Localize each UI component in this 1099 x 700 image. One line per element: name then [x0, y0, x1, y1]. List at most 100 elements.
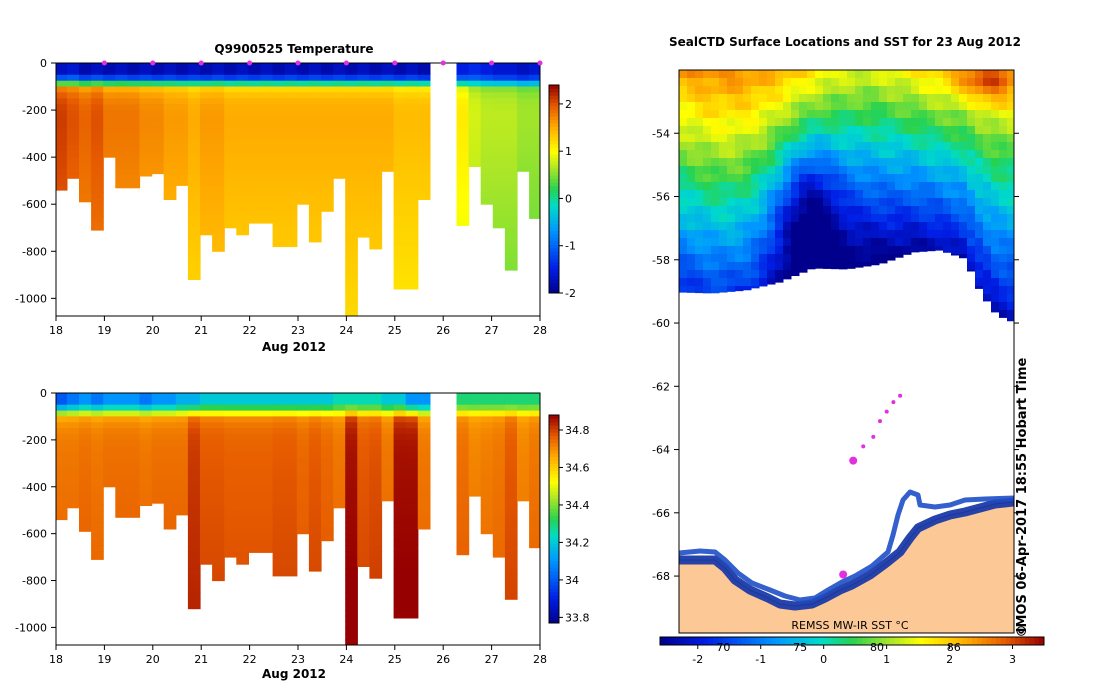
s-cell — [236, 516, 249, 523]
sst-cell — [975, 238, 984, 247]
y-tick-label: -200 — [22, 104, 47, 117]
sst-cell — [679, 246, 688, 255]
sst-cell — [895, 86, 904, 95]
colorbar-segment — [549, 473, 559, 478]
s-cell — [236, 445, 249, 453]
t-cell — [151, 110, 165, 117]
surface-marker — [537, 60, 543, 66]
sst-cell — [863, 158, 872, 167]
sst-cell — [935, 198, 944, 207]
s-cell — [405, 504, 419, 511]
sst-cell — [703, 278, 712, 287]
t-cell — [393, 280, 407, 288]
t-cell — [248, 145, 262, 152]
s-cell — [91, 439, 104, 447]
t-cell — [405, 268, 419, 276]
s-cell — [321, 404, 334, 412]
sst-cell — [991, 102, 1000, 111]
sst-cell — [911, 182, 920, 191]
sst-cell — [911, 78, 920, 87]
sst-cell — [767, 254, 776, 263]
t-cell — [480, 145, 494, 152]
x-tick-label: 21 — [194, 653, 208, 666]
t-cell — [284, 116, 298, 123]
sst-cell — [799, 142, 808, 151]
sst-colorbar-segment — [693, 637, 699, 645]
t-cell — [480, 110, 494, 117]
t-cell — [308, 186, 322, 193]
s-cell — [381, 393, 395, 400]
t-cell — [369, 168, 383, 176]
sst-cell — [863, 206, 872, 215]
sst-cell — [687, 142, 696, 151]
s-cell — [236, 457, 249, 464]
sst-cell — [807, 118, 816, 127]
s-cell — [405, 492, 419, 499]
sst-cell — [967, 270, 976, 272]
t-cell — [284, 233, 298, 240]
t-cell — [272, 110, 286, 117]
t-cell — [91, 139, 104, 146]
sst-cell — [823, 126, 832, 135]
sst-cell — [855, 254, 864, 263]
s-cell — [456, 516, 470, 523]
s-cell — [212, 557, 225, 564]
t-cell — [417, 151, 431, 158]
t-cell — [417, 139, 431, 146]
s-cell — [151, 404, 165, 412]
s-cell — [163, 398, 177, 406]
t-cell — [163, 68, 177, 76]
t-cell — [296, 198, 310, 205]
s-cell — [345, 545, 358, 552]
t-cell — [139, 74, 153, 82]
sst-cell — [1007, 174, 1014, 183]
map-lat-ticks: -54-56-58-60-62-64-66-68 — [652, 127, 1019, 583]
s-cell — [248, 533, 262, 541]
s-cell — [115, 445, 128, 453]
sst-cell — [887, 166, 896, 175]
s-cell — [236, 492, 249, 499]
colorbar-segment — [549, 564, 559, 568]
s-cell — [260, 434, 274, 441]
sst-cell — [695, 222, 704, 231]
t-cell — [308, 121, 322, 129]
s-cell — [66, 486, 80, 494]
sst-cell — [783, 222, 792, 231]
sst-cell — [799, 78, 808, 87]
s-cell — [236, 439, 249, 447]
sst-cell — [959, 254, 968, 259]
t-cell — [468, 163, 482, 167]
lat-tick-label: -68 — [652, 570, 670, 583]
sst-cell — [879, 158, 888, 167]
t-cell — [517, 145, 530, 152]
sst-cell — [695, 174, 704, 183]
s-cell — [417, 428, 431, 435]
t-cell — [333, 68, 346, 76]
sst-cell — [991, 134, 1000, 143]
sst-cell — [735, 206, 744, 215]
colorbar-segment — [549, 241, 559, 245]
s-cell — [357, 475, 370, 482]
sst-cell — [951, 94, 960, 103]
sst-cell — [839, 238, 848, 247]
sst-cell — [847, 166, 856, 175]
colorbar-segment — [549, 581, 559, 586]
t-cell — [127, 63, 141, 70]
sst-cell — [871, 198, 880, 207]
s-cell — [236, 545, 249, 552]
t-cell — [260, 180, 274, 188]
s-cell — [480, 510, 494, 517]
sst-cell — [855, 166, 864, 175]
t-cell — [66, 151, 80, 158]
t-cell — [393, 110, 407, 117]
sst-cell — [991, 142, 1000, 151]
sst-cell — [895, 166, 904, 175]
t-cell — [151, 116, 165, 123]
s-cell — [224, 398, 237, 406]
s-cell — [492, 539, 506, 546]
t-cell — [529, 210, 540, 217]
t-cell — [127, 168, 141, 176]
colorbar-tick-label: 33.8 — [565, 611, 590, 624]
s-cell — [308, 410, 322, 417]
s-cell — [187, 551, 201, 558]
